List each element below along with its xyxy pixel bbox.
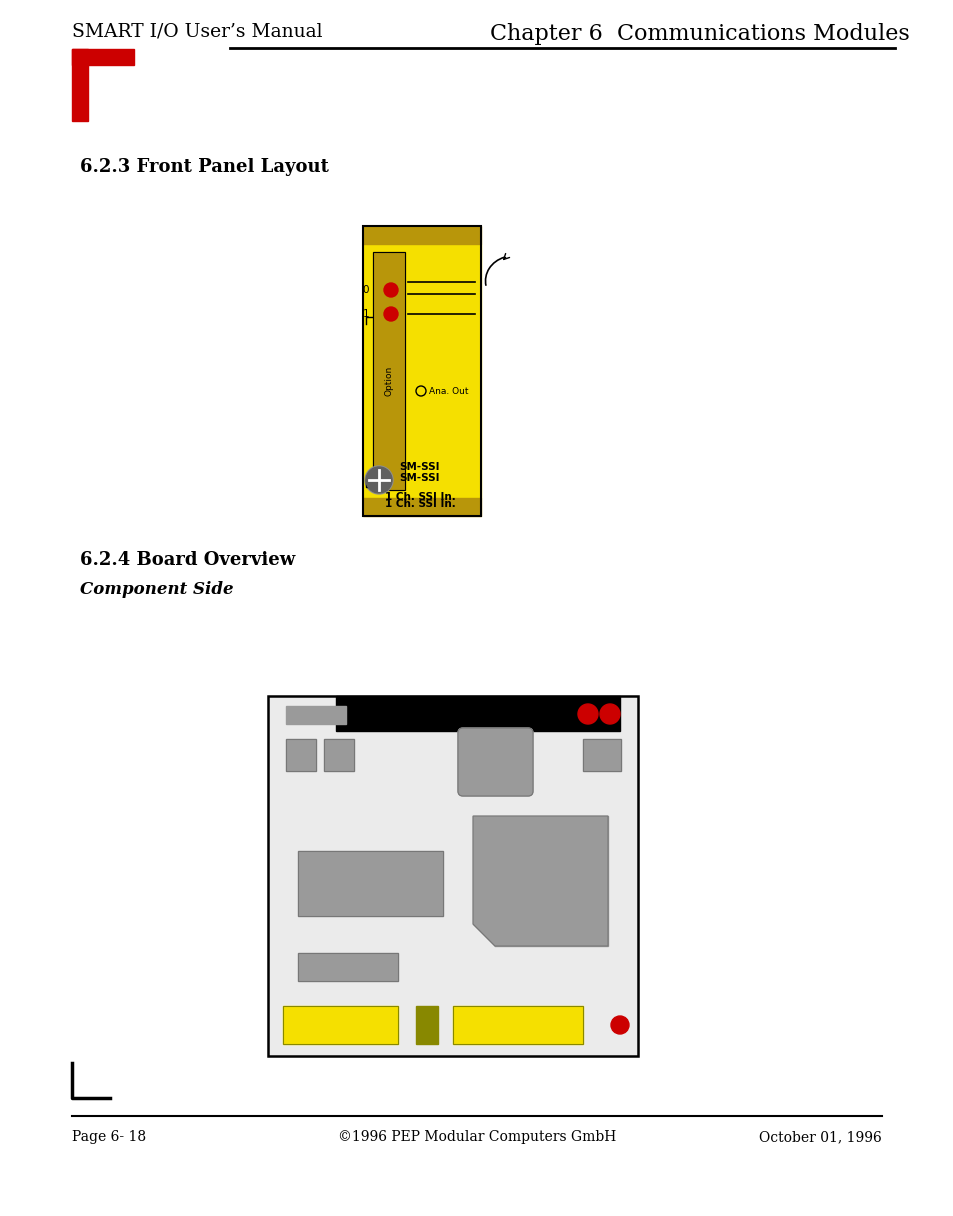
Text: 0: 0	[362, 285, 369, 295]
Bar	[283, 1006, 397, 1045]
Bar	[286, 706, 346, 724]
Bar	[268, 696, 638, 1055]
Bar	[582, 739, 620, 771]
Bar	[297, 953, 397, 981]
Bar	[363, 244, 480, 499]
Bar	[71, 49, 88, 122]
Bar	[453, 1006, 582, 1045]
Bar	[582, 739, 620, 771]
Bar	[453, 1006, 582, 1045]
Bar	[297, 851, 442, 916]
Text: Page 6- 18: Page 6- 18	[71, 1130, 146, 1144]
Bar	[363, 499, 480, 516]
Bar	[416, 1006, 437, 1045]
FancyBboxPatch shape	[457, 728, 533, 796]
Text: 6.2.4 Board Overview: 6.2.4 Board Overview	[80, 551, 294, 569]
Bar	[268, 696, 638, 1055]
Text: SM-SSI: SM-SSI	[398, 462, 439, 472]
Text: 1: 1	[362, 309, 369, 319]
Bar	[363, 226, 480, 516]
Text: Ana. Out: Ana. Out	[429, 387, 468, 395]
Bar	[363, 226, 480, 244]
Circle shape	[384, 306, 397, 321]
Bar	[283, 1006, 397, 1045]
Text: ©1996 PEP Modular Computers GmbH: ©1996 PEP Modular Computers GmbH	[337, 1130, 616, 1144]
Text: 6.2.3 Front Panel Layout: 6.2.3 Front Panel Layout	[80, 158, 329, 176]
Bar	[286, 739, 315, 771]
Polygon shape	[473, 816, 607, 946]
Text: SMART I/O User’s Manual: SMART I/O User’s Manual	[71, 23, 322, 41]
Bar	[286, 739, 315, 771]
Bar	[373, 252, 405, 490]
Text: 1 Ch. SSI In.: 1 Ch. SSI In.	[385, 499, 456, 510]
Circle shape	[384, 283, 397, 297]
Text: Chapter 6  Communications Modules: Chapter 6 Communications Modules	[490, 23, 909, 45]
Text: October 01, 1996: October 01, 1996	[759, 1130, 882, 1144]
Bar	[71, 49, 133, 64]
Text: 1 Ch. SSI In.: 1 Ch. SSI In.	[385, 492, 456, 502]
Bar	[373, 252, 405, 490]
Text: Component Side: Component Side	[80, 581, 233, 598]
Bar	[324, 739, 354, 771]
Circle shape	[578, 704, 598, 724]
Bar	[335, 696, 619, 731]
Bar	[324, 739, 354, 771]
Circle shape	[610, 1017, 628, 1034]
Circle shape	[366, 467, 392, 492]
Text: Option: Option	[384, 366, 393, 396]
Text: SM-SSI: SM-SSI	[398, 473, 439, 483]
Circle shape	[599, 704, 619, 724]
Bar	[297, 953, 397, 981]
Bar	[297, 851, 442, 916]
